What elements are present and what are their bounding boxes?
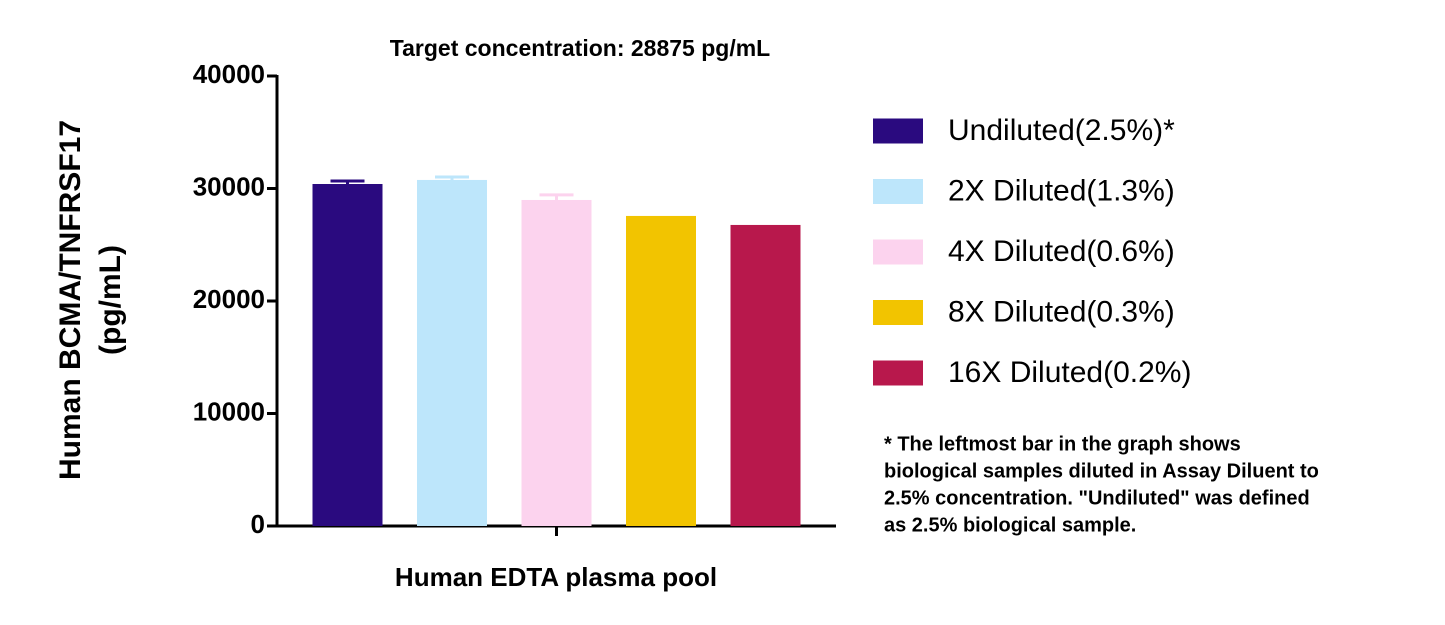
y-tick-label: 40000 <box>193 59 265 89</box>
bar <box>521 199 592 526</box>
y-tick-label: 30000 <box>193 171 265 201</box>
legend-label: 16X Diluted(0.2%) <box>948 356 1191 389</box>
legend-swatch <box>873 360 923 386</box>
bar <box>417 179 487 526</box>
note: * The leftmost bar in the graph shows <box>884 433 1241 455</box>
legend-label: 2X Diluted(1.3%) <box>948 174 1175 207</box>
y-tick-label: 10000 <box>193 396 265 426</box>
x-axis-label: Human EDTA plasma pool <box>395 562 717 592</box>
legend-swatch <box>873 179 923 204</box>
note: as 2.5% biological sample. <box>884 514 1136 536</box>
legend-swatch <box>873 300 923 325</box>
bar <box>312 184 383 526</box>
bar <box>626 215 696 526</box>
y-tick-label: 0 <box>251 509 265 539</box>
chart-title: Target concentration: 28875 pg/mL <box>390 35 770 61</box>
legend-swatch <box>873 239 923 265</box>
note: biological samples diluted in Assay Dilu… <box>884 460 1319 482</box>
legend-label: 4X Diluted(0.6%) <box>948 235 1175 268</box>
bar <box>730 224 801 526</box>
note: 2.5% concentration. "Undiluted" was defi… <box>884 487 1310 509</box>
y-axis-label: Human BCMA/TNFRSF17 <box>54 120 87 480</box>
legend-label: Undiluted(2.5%)* <box>948 114 1175 147</box>
y-axis-label: (pg/mL) <box>94 245 127 355</box>
legend-label: 8X Diluted(0.3%) <box>948 295 1175 328</box>
legend-swatch <box>873 118 923 144</box>
y-tick-label: 20000 <box>193 284 265 314</box>
